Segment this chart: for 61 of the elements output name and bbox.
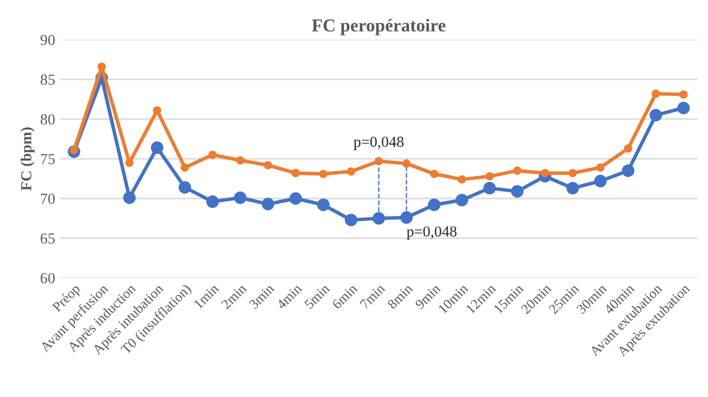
annotation: p=0,048: [406, 226, 457, 240]
point: [568, 168, 577, 178]
y-tick-label: 80: [40, 114, 55, 125]
point: [372, 212, 386, 225]
x-tick-label: 1min: [194, 283, 220, 309]
point: [458, 175, 466, 184]
x-tick-label: 5min: [304, 283, 330, 310]
chart-title: FC peropératoire: [312, 18, 446, 36]
y-tick-label: 85: [40, 74, 55, 85]
x-tick-label: 7min: [360, 283, 386, 310]
point: [679, 90, 688, 99]
point: [150, 141, 164, 154]
point: [234, 191, 247, 204]
point: [236, 156, 244, 165]
point: [624, 144, 632, 153]
point: [483, 182, 496, 194]
x-tick-label: 8min: [386, 283, 414, 310]
point: [208, 150, 217, 159]
point: [178, 181, 192, 194]
point: [400, 211, 413, 224]
y-tick-label: 70: [41, 194, 55, 204]
x-tick-label: 2min: [220, 283, 247, 310]
point: [596, 163, 605, 172]
point: [430, 170, 438, 178]
point: [374, 157, 383, 166]
point: [152, 106, 162, 115]
x-tick-label: 9min: [414, 283, 441, 310]
point: [511, 185, 524, 198]
x-tick-label: 6min: [332, 283, 358, 310]
point: [677, 102, 690, 114]
x-tick-label: 4min: [276, 283, 302, 310]
point: [594, 174, 607, 188]
annotation: p=0,048: [354, 136, 404, 150]
point: [622, 164, 634, 177]
point: [264, 160, 272, 170]
point: [346, 167, 356, 176]
point: [344, 214, 358, 226]
point: [206, 195, 219, 208]
point: [319, 170, 328, 178]
y-tick-label: 90: [40, 34, 55, 46]
point: [485, 172, 494, 180]
point: [292, 168, 300, 178]
point: [180, 163, 190, 172]
y-tick-label: 65: [40, 233, 55, 244]
y-axis-title: FC (bpm): [20, 127, 34, 191]
point: [566, 182, 579, 194]
point: [652, 90, 660, 98]
point: [125, 158, 134, 167]
point: [513, 166, 522, 175]
point: [123, 191, 136, 204]
point: [262, 198, 274, 210]
y-tick-label: 75: [41, 154, 55, 164]
point: [289, 192, 302, 205]
y-tick-label: 60: [40, 273, 55, 284]
point: [650, 108, 662, 122]
x-tick-label: 3min: [248, 283, 275, 310]
point: [456, 194, 468, 206]
point: [317, 198, 330, 212]
point: [98, 62, 106, 71]
point: [428, 198, 440, 212]
point: [402, 159, 411, 168]
